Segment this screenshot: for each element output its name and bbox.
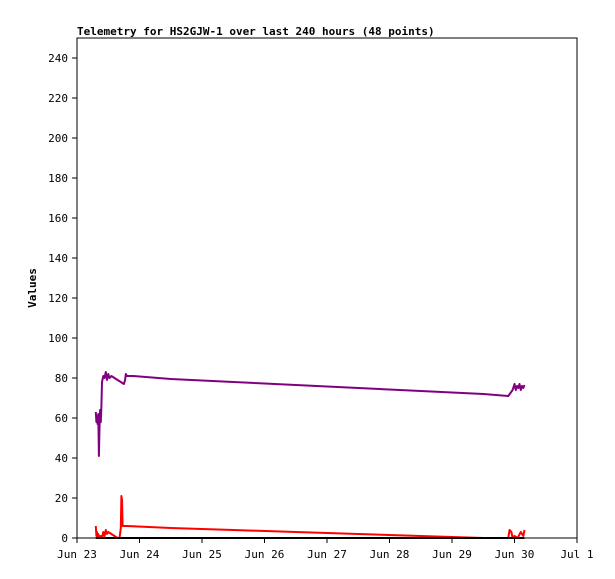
x-tick-label: Jun 27 bbox=[307, 548, 347, 561]
y-tick-label: 20 bbox=[55, 492, 68, 505]
x-tick-label: Jun 25 bbox=[182, 548, 222, 561]
x-tick-label: Jun 29 bbox=[432, 548, 472, 561]
x-tick-label: Jun 28 bbox=[370, 548, 410, 561]
y-axis: 0 20 40 60 80 100 120 140 160 180 200 220 240 bbox=[48, 52, 77, 545]
y-tick-label: 60 bbox=[55, 412, 68, 425]
x-tick-label: Jun 26 bbox=[245, 548, 285, 561]
x-tick-label: Jun 24 bbox=[120, 548, 160, 561]
y-tick-label: 160 bbox=[48, 212, 68, 225]
y-tick-label: 180 bbox=[48, 172, 68, 185]
y-tick-label: 240 bbox=[48, 52, 68, 65]
y-tick-label: 120 bbox=[48, 292, 68, 305]
plot-area bbox=[94, 371, 526, 539]
y-axis-label: Values bbox=[26, 268, 39, 308]
y-tick-label: 220 bbox=[48, 92, 68, 105]
y-tick-label: 40 bbox=[55, 452, 68, 465]
x-tick-label: Jul 1 bbox=[560, 548, 593, 561]
y-tick-label: 0 bbox=[61, 532, 68, 545]
y-tick-label: 80 bbox=[55, 372, 68, 385]
plot-frame bbox=[76, 37, 578, 539]
series-line-1 bbox=[94, 371, 526, 457]
x-tick-label: Jun 30 bbox=[495, 548, 535, 561]
y-tick-label: 140 bbox=[48, 252, 68, 265]
y-tick-label: 100 bbox=[48, 332, 68, 345]
x-tick-label: Jun 23 bbox=[57, 548, 97, 561]
y-tick-label: 200 bbox=[48, 132, 68, 145]
chart-title: Telemetry for HS2GJW-1 over last 240 hou… bbox=[77, 25, 435, 38]
x-axis: Jun 23 Jun 24 Jun 25 Jun 26 Jun 27 Jun 28 Jun … bbox=[57, 538, 594, 561]
